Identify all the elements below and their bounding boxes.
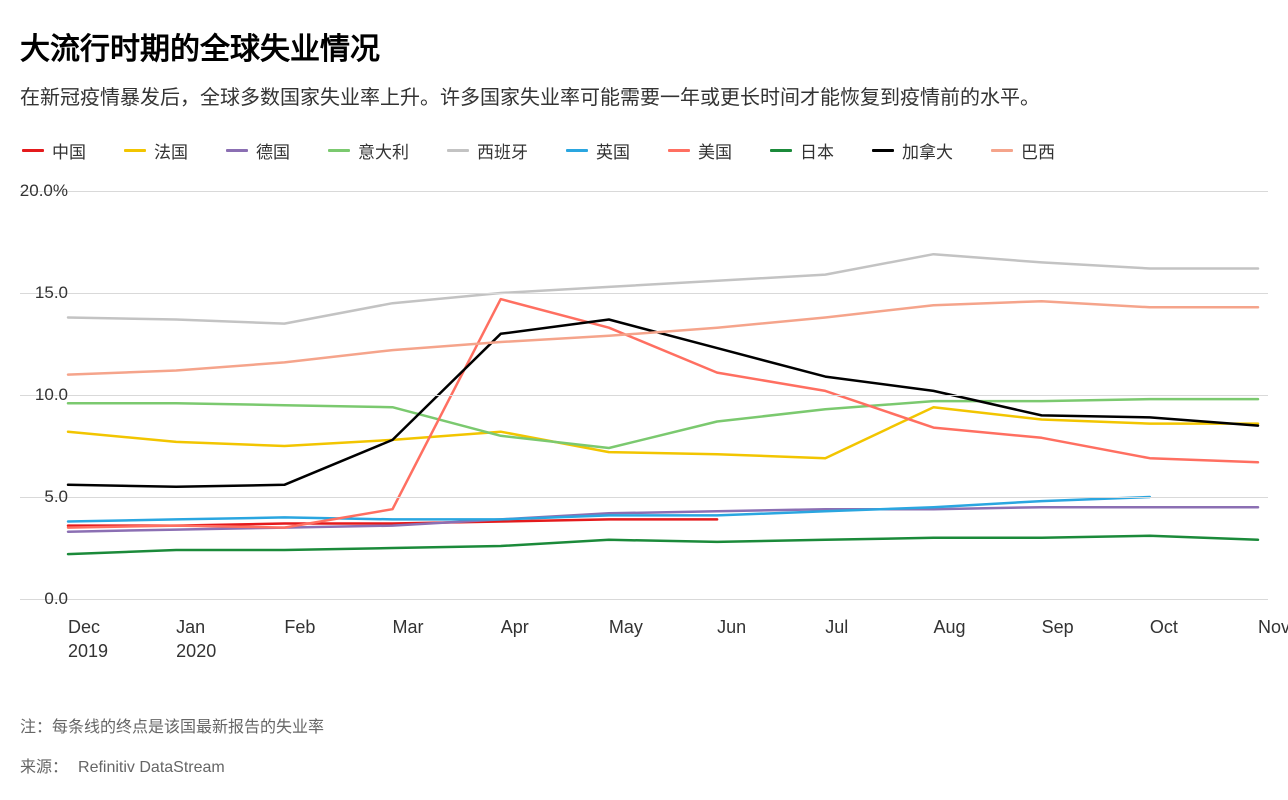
y-axis-label: 20.0% (8, 181, 68, 201)
legend-item: 美国 (668, 138, 732, 163)
legend-item: 西班牙 (447, 138, 528, 163)
legend-item: 德国 (226, 138, 290, 163)
legend-item: 日本 (770, 138, 834, 163)
legend-label: 法国 (154, 138, 188, 163)
y-axis-label: 5.0 (8, 487, 68, 507)
legend-item: 英国 (566, 138, 630, 163)
legend-swatch (22, 149, 44, 152)
legend-label: 加拿大 (902, 138, 953, 163)
gridline (20, 191, 1268, 192)
legend-item: 加拿大 (872, 138, 953, 163)
legend-item: 中国 (22, 138, 86, 163)
gridline (20, 293, 1268, 294)
legend-label: 西班牙 (477, 138, 528, 163)
chart-footnotes: 注：每条线的终点是该国最新报告的失业率 来源： Refinitiv DataStr… (20, 713, 1268, 777)
legend-label: 日本 (800, 138, 834, 163)
y-axis-label: 0.0 (8, 589, 68, 609)
series-line (68, 536, 1258, 554)
legend-item: 法国 (124, 138, 188, 163)
legend-label: 美国 (698, 138, 732, 163)
legend-label: 意大利 (358, 138, 409, 163)
source-text: Refinitiv DataStream (78, 759, 225, 776)
legend-swatch (991, 149, 1013, 152)
legend-swatch (566, 149, 588, 152)
gridline (20, 599, 1268, 600)
y-axis-label: 10.0 (8, 385, 68, 405)
y-axis-label: 15.0 (8, 283, 68, 303)
chart-subtitle: 在新冠疫情暴发后，全球多数国家失业率上升。许多国家失业率可能需要一年或更长时间才… (20, 82, 1220, 114)
legend-item: 巴西 (991, 138, 1055, 163)
series-line (68, 399, 1258, 448)
note-label: 注： (20, 719, 52, 736)
legend-label: 英国 (596, 138, 630, 163)
legend-label: 中国 (52, 138, 86, 163)
legend-label: 德国 (256, 138, 290, 163)
legend: 中国 法国 德国 意大利 西班牙 英国 美国 日本 加拿大 巴西 (20, 138, 1268, 163)
legend-swatch (872, 149, 894, 152)
legend-swatch (226, 149, 248, 152)
legend-label: 巴西 (1021, 138, 1055, 163)
gridline (20, 395, 1268, 396)
legend-swatch (668, 149, 690, 152)
legend-swatch (447, 149, 469, 152)
series-line (68, 407, 1258, 458)
legend-swatch (770, 149, 792, 152)
chart-plot-area: 0.05.010.015.020.0% (20, 185, 1268, 605)
legend-swatch (124, 149, 146, 152)
note-text: 每条线的终点是该国最新报告的失业率 (52, 719, 324, 736)
x-axis-labels: Dec2019Jan2020FebMarAprMayJunJulAugSepOc… (20, 615, 1268, 665)
series-line (68, 254, 1258, 323)
chart-title: 大流行时期的全球失业情况 (20, 24, 1268, 68)
gridline (20, 497, 1268, 498)
legend-swatch (328, 149, 350, 152)
series-line (68, 301, 1258, 374)
source-label: 来源： (20, 759, 68, 776)
legend-item: 意大利 (328, 138, 409, 163)
series-line (68, 320, 1258, 487)
